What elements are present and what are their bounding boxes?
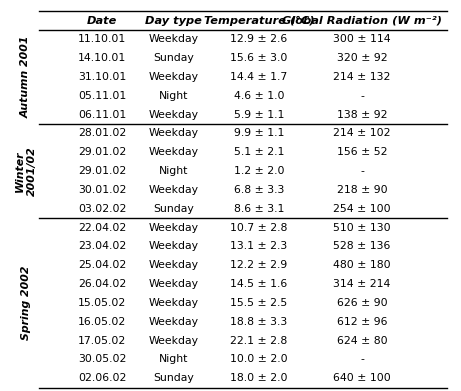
Text: Weekday: Weekday — [149, 222, 199, 233]
Text: 18.8 ± 3.3: 18.8 ± 3.3 — [230, 317, 288, 327]
Text: -: - — [360, 354, 364, 364]
Text: 12.2 ± 2.9: 12.2 ± 2.9 — [230, 260, 288, 270]
Text: Winter
2001/02: Winter 2001/02 — [15, 146, 37, 196]
Text: Night: Night — [159, 354, 189, 364]
Text: 10.7 ± 2.8: 10.7 ± 2.8 — [230, 222, 288, 233]
Text: 254 ± 100: 254 ± 100 — [333, 204, 391, 214]
Text: 10.0 ± 2.0: 10.0 ± 2.0 — [230, 354, 288, 364]
Text: 480 ± 180: 480 ± 180 — [333, 260, 391, 270]
Text: 5.1 ± 2.1: 5.1 ± 2.1 — [234, 147, 284, 157]
Text: Weekday: Weekday — [149, 335, 199, 346]
Text: 9.9 ± 1.1: 9.9 ± 1.1 — [234, 129, 284, 138]
Text: 14.5 ± 1.6: 14.5 ± 1.6 — [230, 279, 288, 289]
Text: 22.1 ± 2.8: 22.1 ± 2.8 — [230, 335, 288, 346]
Text: 16.05.02: 16.05.02 — [78, 317, 126, 327]
Text: 4.6 ± 1.0: 4.6 ± 1.0 — [234, 91, 284, 101]
Text: Global Radiation (W m⁻²): Global Radiation (W m⁻²) — [282, 16, 442, 25]
Text: 15.6 ± 3.0: 15.6 ± 3.0 — [230, 53, 288, 63]
Text: Weekday: Weekday — [149, 109, 199, 120]
Text: 5.9 ± 1.1: 5.9 ± 1.1 — [234, 109, 284, 120]
Text: Weekday: Weekday — [149, 34, 199, 44]
Text: 06.11.01: 06.11.01 — [78, 109, 126, 120]
Text: -: - — [360, 166, 364, 176]
Text: 314 ± 214: 314 ± 214 — [333, 279, 390, 289]
Text: 138 ± 92: 138 ± 92 — [337, 109, 387, 120]
Text: 28.01.02: 28.01.02 — [78, 129, 126, 138]
Text: 18.0 ± 2.0: 18.0 ± 2.0 — [230, 373, 288, 383]
Text: Sunday: Sunday — [154, 373, 194, 383]
Text: Weekday: Weekday — [149, 279, 199, 289]
Text: Sunday: Sunday — [154, 53, 194, 63]
Text: 29.01.02: 29.01.02 — [78, 147, 126, 157]
Text: Spring 2002: Spring 2002 — [21, 266, 31, 340]
Text: 218 ± 90: 218 ± 90 — [337, 185, 387, 195]
Text: 640 ± 100: 640 ± 100 — [333, 373, 391, 383]
Text: 6.8 ± 3.3: 6.8 ± 3.3 — [234, 185, 284, 195]
Text: Sunday: Sunday — [154, 204, 194, 214]
Text: 02.06.02: 02.06.02 — [78, 373, 126, 383]
Text: 612 ± 96: 612 ± 96 — [337, 317, 387, 327]
Text: 214 ± 132: 214 ± 132 — [333, 72, 390, 82]
Text: 626 ± 90: 626 ± 90 — [337, 298, 387, 308]
Text: Weekday: Weekday — [149, 298, 199, 308]
Text: Weekday: Weekday — [149, 129, 199, 138]
Text: 528 ± 136: 528 ± 136 — [333, 242, 390, 251]
Text: 12.9 ± 2.6: 12.9 ± 2.6 — [230, 34, 288, 44]
Text: 214 ± 102: 214 ± 102 — [333, 129, 390, 138]
Text: Weekday: Weekday — [149, 260, 199, 270]
Text: 13.1 ± 2.3: 13.1 ± 2.3 — [230, 242, 288, 251]
Text: 1.2 ± 2.0: 1.2 ± 2.0 — [234, 166, 284, 176]
Text: 510 ± 130: 510 ± 130 — [333, 222, 391, 233]
Text: 23.04.02: 23.04.02 — [78, 242, 126, 251]
Text: 31.10.01: 31.10.01 — [78, 72, 126, 82]
Text: Weekday: Weekday — [149, 242, 199, 251]
Text: Night: Night — [159, 166, 189, 176]
Text: 14.10.01: 14.10.01 — [78, 53, 126, 63]
Text: Day type: Day type — [145, 16, 202, 25]
Text: Weekday: Weekday — [149, 72, 199, 82]
Text: Weekday: Weekday — [149, 317, 199, 327]
Text: -: - — [360, 91, 364, 101]
Text: 05.11.01: 05.11.01 — [78, 91, 126, 101]
Text: 14.4 ± 1.7: 14.4 ± 1.7 — [230, 72, 288, 82]
Text: 8.6 ± 3.1: 8.6 ± 3.1 — [234, 204, 284, 214]
Text: 17.05.02: 17.05.02 — [78, 335, 126, 346]
Text: Temperature (°C): Temperature (°C) — [204, 16, 314, 25]
Text: Autumn 2001: Autumn 2001 — [21, 36, 31, 118]
Text: 30.05.02: 30.05.02 — [78, 354, 126, 364]
Text: 22.04.02: 22.04.02 — [78, 222, 126, 233]
Text: 624 ± 80: 624 ± 80 — [337, 335, 387, 346]
Text: 30.01.02: 30.01.02 — [78, 185, 126, 195]
Text: Weekday: Weekday — [149, 147, 199, 157]
Text: 25.04.02: 25.04.02 — [78, 260, 126, 270]
Text: 03.02.02: 03.02.02 — [78, 204, 126, 214]
Text: Date: Date — [87, 16, 118, 25]
Text: Night: Night — [159, 91, 189, 101]
Text: Weekday: Weekday — [149, 185, 199, 195]
Text: 320 ± 92: 320 ± 92 — [337, 53, 387, 63]
Text: 26.04.02: 26.04.02 — [78, 279, 126, 289]
Text: 300 ± 114: 300 ± 114 — [333, 34, 391, 44]
Text: 15.5 ± 2.5: 15.5 ± 2.5 — [230, 298, 288, 308]
Text: 15.05.02: 15.05.02 — [78, 298, 126, 308]
Text: 156 ± 52: 156 ± 52 — [337, 147, 387, 157]
Text: 29.01.02: 29.01.02 — [78, 166, 126, 176]
Text: 11.10.01: 11.10.01 — [78, 34, 126, 44]
